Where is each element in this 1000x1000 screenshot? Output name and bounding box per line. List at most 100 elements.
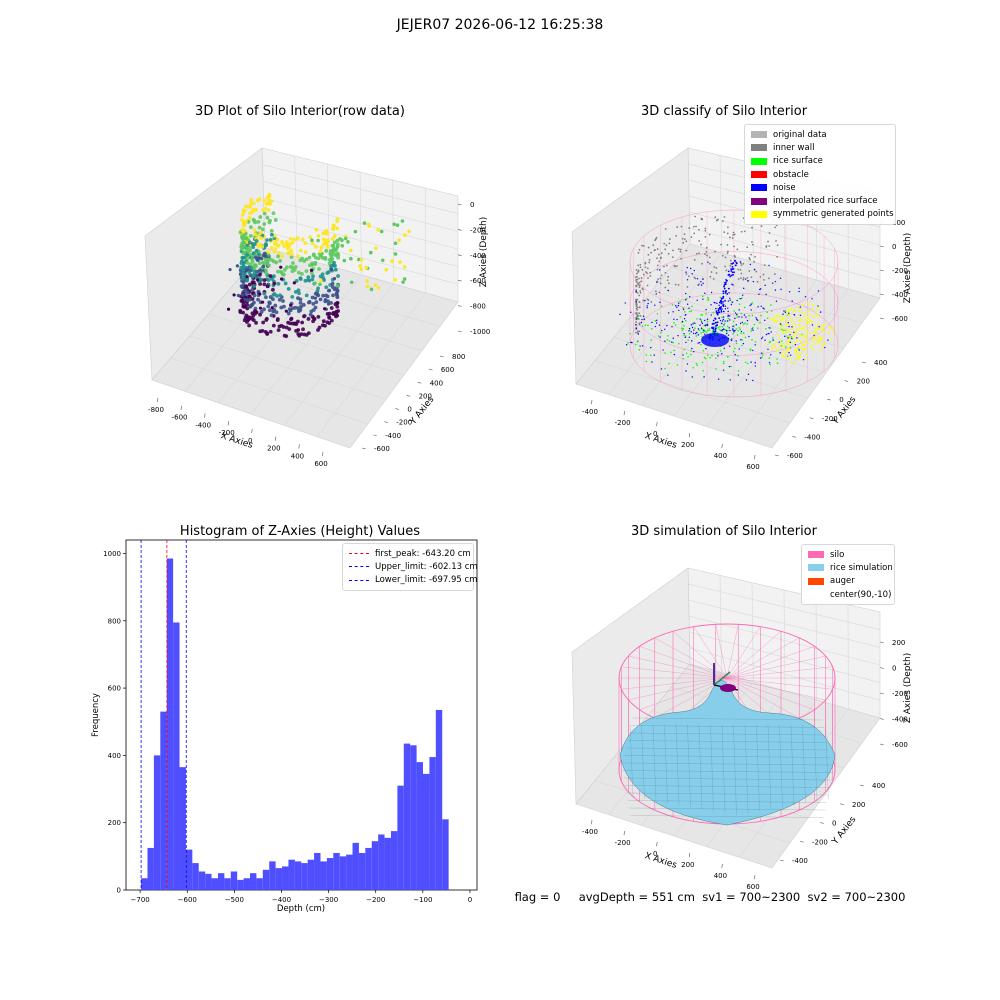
data-point (319, 245, 324, 250)
data-point (336, 255, 341, 260)
data-point (252, 227, 257, 232)
rice-surface-point (711, 354, 713, 357)
data-point (262, 222, 267, 226)
z-tick-mark (879, 293, 884, 296)
data-point (329, 267, 334, 271)
symmetric-point (773, 319, 776, 322)
symmetric-point (816, 309, 819, 312)
noise-point (722, 369, 725, 371)
legend-swatch (751, 210, 767, 218)
inner-wall-point (655, 236, 658, 239)
noise-point (722, 292, 725, 295)
legend-swatch (751, 131, 767, 139)
inner-wall-point (712, 277, 715, 280)
noise-point (672, 311, 674, 313)
data-point (384, 267, 389, 272)
inner-wall-point (644, 266, 647, 269)
hist-bars (141, 558, 449, 890)
noise-point (686, 279, 689, 281)
symmetric-point (806, 354, 809, 356)
noise-point (722, 318, 725, 321)
hist-bar (314, 852, 321, 890)
noise-point (688, 327, 691, 330)
legend-label: rice surface (773, 156, 823, 167)
noise-point (693, 329, 695, 331)
data-point (296, 306, 301, 311)
data-point (264, 242, 268, 246)
symmetric-point (788, 347, 791, 350)
noise-point (811, 324, 814, 326)
rice-surface-point (766, 317, 769, 319)
inner-wall-point (667, 282, 670, 285)
inner-wall-point (683, 233, 686, 236)
noise-point (716, 321, 719, 324)
x-tick-label: 600 (746, 463, 759, 471)
data-point (265, 284, 270, 289)
inner-wall-point (708, 233, 711, 236)
rice-mesh (664, 724, 668, 804)
noise-point (728, 327, 730, 329)
figure-title: JEJER07 2026-06-12 16:25:38 (396, 17, 604, 33)
inner-wall-point (737, 268, 740, 271)
hist-bar (320, 861, 327, 890)
noise-point (729, 329, 731, 332)
rice-surface-point (738, 297, 741, 300)
rice-surface-point (748, 315, 750, 317)
noise-point (724, 305, 727, 307)
data-point (238, 310, 243, 315)
inner-wall-point (748, 257, 751, 259)
y-tick-mark (428, 368, 433, 371)
data-point (306, 331, 311, 336)
noise-point (791, 337, 793, 340)
noise-point (702, 278, 704, 280)
noise-point (624, 302, 626, 304)
data-point (299, 332, 304, 337)
legend-label: noise (773, 182, 796, 193)
noise-point (798, 349, 800, 351)
inner-wall-point (776, 244, 779, 247)
data-point (242, 304, 247, 309)
noise-point (704, 333, 706, 335)
noise-point (721, 329, 724, 331)
data-point (279, 269, 283, 274)
rice-surface-point (727, 329, 729, 332)
noise-point (704, 292, 706, 294)
symmetric-point (832, 331, 835, 334)
symmetric-point (815, 314, 818, 317)
data-point (312, 316, 316, 321)
data-point (331, 293, 335, 298)
data-point (258, 230, 263, 235)
sv2-value: sv2 = 700~2300 (807, 890, 906, 904)
x-tick-label: −500 (225, 896, 244, 904)
data-point (335, 226, 339, 231)
noise-point (685, 341, 687, 344)
inner-wall-point (768, 245, 771, 247)
rice-surface-point (769, 327, 772, 329)
grid-line (670, 267, 863, 324)
rice-mesh (632, 717, 823, 721)
rice-surface-point (696, 318, 698, 320)
inner-wall-point (636, 292, 639, 294)
noise-point (770, 331, 772, 333)
rice-surface-point (684, 311, 686, 313)
symmetric-point (798, 323, 801, 326)
rice-surface-point (719, 326, 721, 328)
rice-surface-point (685, 335, 687, 337)
x-tick-label: 600 (314, 460, 327, 468)
hist-bar (217, 873, 225, 890)
inner-wall-point (776, 255, 778, 258)
rice-mesh (767, 724, 772, 810)
noise-point (662, 349, 664, 351)
noise-point (702, 282, 704, 285)
data-point (276, 243, 281, 248)
noise-point (787, 322, 789, 324)
noise-point (747, 373, 750, 376)
symmetric-point (793, 335, 796, 338)
hist-bar (237, 879, 244, 890)
data-point (243, 231, 248, 236)
legend-item-interpolated: interpolated rice surface (751, 194, 889, 207)
data-point (240, 298, 244, 303)
data-point (279, 323, 284, 328)
symmetric-point (827, 332, 830, 335)
data-point (258, 236, 263, 241)
